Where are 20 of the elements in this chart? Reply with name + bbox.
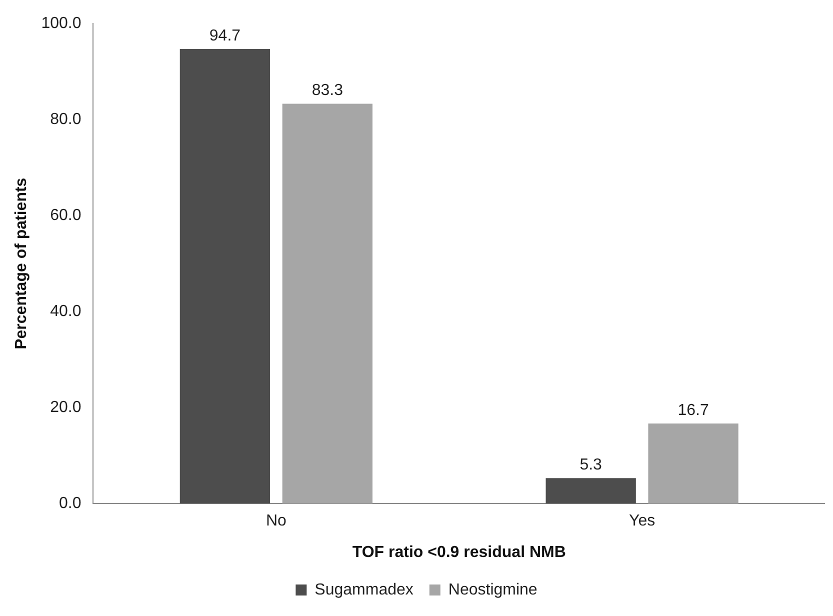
data-label: 94.7	[209, 27, 241, 44]
y-tick-label: 20.0	[50, 399, 82, 416]
y-tick-label: 0.0	[58, 495, 82, 512]
y-tick-label: 100.0	[41, 15, 82, 32]
x-tick-label: No	[266, 512, 287, 530]
bar	[546, 478, 636, 504]
y-tick-label: 80.0	[50, 111, 82, 128]
legend-label: Neostigmine	[448, 581, 538, 598]
data-label: 16.7	[678, 402, 709, 419]
bar	[180, 49, 270, 504]
x-tick-label: Yes	[629, 512, 656, 530]
data-label: 5.3	[580, 456, 602, 474]
y-axis-title: Percentage of patients	[13, 178, 30, 350]
y-tick-label: 60.0	[50, 207, 82, 224]
data-label: 83.3	[312, 82, 344, 100]
x-axis-title: TOF ratio <0.9 residual NMB	[352, 544, 566, 561]
bar	[648, 423, 738, 504]
bar	[282, 104, 372, 504]
y-tick-label: 40.0	[50, 303, 82, 320]
legend-label: Sugammadex	[314, 581, 414, 598]
